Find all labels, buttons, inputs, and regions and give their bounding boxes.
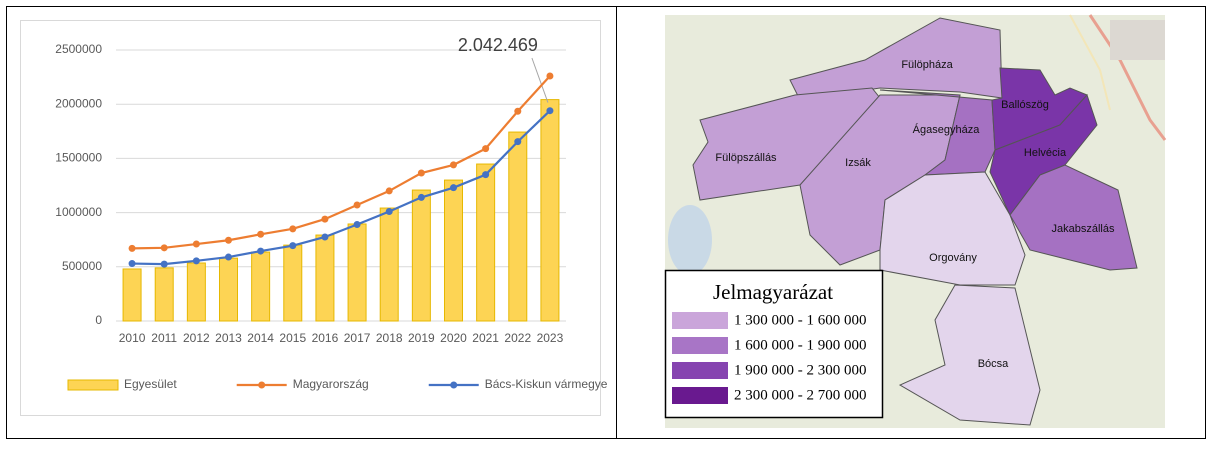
region-label: Fülöpháza	[901, 59, 953, 71]
y-tick-label: 2500000	[55, 42, 102, 56]
bar	[509, 132, 527, 321]
x-tick-label: 2022	[504, 331, 531, 345]
legend-marker	[450, 382, 457, 389]
point	[129, 245, 136, 252]
point	[289, 242, 296, 249]
y-tick-label: 1500000	[55, 151, 102, 165]
point	[257, 248, 264, 255]
x-tick-label: 2011	[151, 331, 177, 345]
point	[546, 107, 553, 114]
x-tick-label: 2019	[408, 331, 435, 345]
point	[418, 194, 425, 201]
bar	[155, 268, 173, 321]
bar	[412, 190, 430, 321]
x-tick-label: 2015	[279, 331, 306, 345]
x-tick-label: 2010	[119, 331, 146, 345]
point	[354, 202, 361, 209]
legend-label: Egyesület	[124, 377, 177, 391]
y-tick-label: 0	[95, 313, 102, 327]
bar	[284, 245, 302, 321]
bar	[348, 224, 366, 321]
point	[354, 221, 361, 228]
map-legend-swatch	[672, 387, 728, 404]
map-legend-swatch	[672, 312, 728, 329]
x-tick-label: 2014	[247, 331, 274, 345]
legend-marker	[258, 382, 265, 389]
map-legend-label: 1 900 000 - 2 300 000	[734, 362, 867, 378]
y-tick-label: 1000000	[55, 205, 102, 219]
x-tick-label: 2012	[183, 331, 210, 345]
x-tick-label: 2017	[344, 331, 371, 345]
point	[129, 260, 136, 267]
point	[289, 225, 296, 232]
region-label: Izsák	[845, 157, 871, 169]
point	[161, 261, 168, 268]
point	[450, 161, 457, 168]
map-legend-swatch	[672, 362, 728, 379]
y-tick-label: 2000000	[55, 96, 102, 110]
point	[482, 171, 489, 178]
point	[161, 244, 168, 251]
point	[193, 257, 200, 264]
x-tick-label: 2021	[472, 331, 499, 345]
map-legend-label: 2 300 000 - 2 700 000	[734, 387, 867, 403]
bar	[316, 235, 334, 321]
x-tick-label: 2023	[537, 331, 564, 345]
point	[514, 138, 521, 145]
x-tick-label: 2020	[440, 331, 467, 345]
bar	[187, 263, 205, 321]
map-legend-title: Jelmagyarázat	[713, 280, 833, 304]
region-label: Ágasegyháza	[913, 123, 981, 136]
map: Fülöpháza Fülöpszállás Izsák Ágasegyháza Bal…	[665, 15, 1165, 428]
data-label: 2.042.469	[458, 35, 538, 55]
town-area	[1110, 20, 1165, 60]
legend-label: Bács-Kiskun vármegye	[485, 377, 608, 391]
region-label: Fülöpszállás	[715, 152, 777, 164]
point	[225, 237, 232, 244]
region-label: Orgovány	[929, 252, 977, 264]
bar	[220, 258, 238, 321]
point	[225, 254, 232, 261]
bar	[541, 100, 559, 321]
y-tick-label: 500000	[62, 259, 102, 273]
region-label: Jakabszállás	[1052, 223, 1115, 235]
point	[193, 241, 200, 248]
x-tick-label: 2016	[312, 331, 339, 345]
bar	[477, 164, 495, 321]
point	[450, 184, 457, 191]
point	[386, 208, 393, 215]
legend-label: Magyarország	[293, 377, 369, 391]
point	[546, 73, 553, 80]
x-tick-label: 2018	[376, 331, 403, 345]
bar	[380, 208, 398, 321]
page: Fülöpháza Fülöpszállás Izsák Ágasegyháza Bal…	[0, 0, 1212, 445]
point	[257, 231, 264, 238]
bar	[445, 180, 463, 321]
bar	[252, 252, 270, 321]
point	[514, 108, 521, 115]
point	[386, 187, 393, 194]
region-label: Bócsa	[978, 358, 1009, 370]
x-tick-label: 2013	[215, 331, 242, 345]
legend-swatch	[68, 380, 118, 390]
point	[321, 233, 328, 240]
map-legend-label: 1 600 000 - 1 900 000	[734, 337, 867, 353]
map-legend-swatch	[672, 337, 728, 354]
map-legend-label: 1 300 000 - 1 600 000	[734, 312, 867, 328]
point	[418, 170, 425, 177]
region-label: Ballószög	[1001, 99, 1049, 111]
bar	[123, 269, 141, 321]
point	[482, 145, 489, 152]
point	[321, 216, 328, 223]
region-label: Helvécia	[1024, 147, 1067, 159]
lake	[668, 205, 712, 275]
